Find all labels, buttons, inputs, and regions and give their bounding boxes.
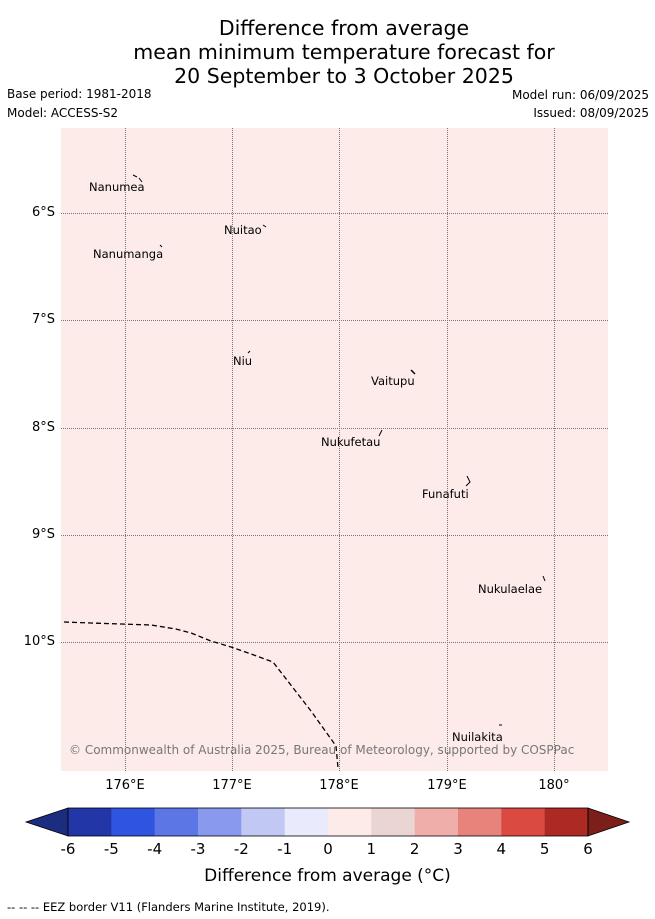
colorbar-tick-label: -3 xyxy=(190,840,206,858)
lat-label-6s: 6°S xyxy=(31,205,55,220)
lon-label-180: 180° xyxy=(538,778,570,793)
title-line-1: Difference from average xyxy=(218,16,470,40)
lat-label-9s: 9°S xyxy=(31,527,55,542)
map-area xyxy=(61,128,608,771)
gridline-8s xyxy=(61,428,608,429)
colorbar-tick-label: -1 xyxy=(277,840,293,858)
colorbar-swatch xyxy=(501,808,546,836)
island-label-vaitupu: Vaitupu xyxy=(371,374,415,388)
colorbar-title: Difference from average (°C) xyxy=(204,866,451,886)
colorbar-outline xyxy=(67,807,589,837)
island-label-nuilakita: Nuilakita xyxy=(452,730,503,744)
colorbar-tick-label: 6 xyxy=(583,840,593,858)
colorbar-swatch xyxy=(284,808,329,836)
colorbar-swatch xyxy=(328,808,372,836)
colorbar-tick-label: -4 xyxy=(147,840,163,858)
colorbar-tick-label: -6 xyxy=(60,840,76,858)
nanumea-island-shape xyxy=(132,174,143,183)
nanumanga-island-shape xyxy=(159,244,163,248)
colorbar-extend-max xyxy=(587,807,631,837)
lon-label-178e: 178°E xyxy=(319,778,359,793)
gridline-10s xyxy=(61,642,608,643)
map-overlay xyxy=(63,174,546,769)
island-label-funafuti: Funafuti xyxy=(422,487,469,501)
copyright-notice: © Commonwealth of Australia 2025, Bureau… xyxy=(69,743,575,757)
gridline-179e xyxy=(447,128,448,771)
nuitao-island-shape xyxy=(262,224,267,228)
colorbar-tick-label: -2 xyxy=(233,840,249,858)
colorbar xyxy=(24,807,631,837)
lon-label-176e: 176°E xyxy=(105,778,145,793)
title-line-2: mean minimum temperature forecast for xyxy=(133,40,555,64)
model-run: Model run: 06/09/2025 xyxy=(511,88,649,102)
lon-label-177e: 177°E xyxy=(212,778,252,793)
gridline-7s xyxy=(61,320,608,321)
title-line-3: 20 September to 3 October 2025 xyxy=(174,64,514,88)
colorbar-swatch xyxy=(414,808,459,836)
lat-label-8s: 8°S xyxy=(31,420,55,435)
colorbar-swatch xyxy=(371,808,416,836)
gridline-178e xyxy=(339,128,340,771)
gridline-176e xyxy=(125,128,126,771)
island-label-nuitao: Nuitao xyxy=(224,223,262,237)
base-period: Base period: 1981-2018 xyxy=(7,87,152,101)
colorbar-tick-label: -5 xyxy=(103,840,119,858)
island-label-nukulaelae: Nukulaelae xyxy=(478,582,543,596)
vaitupu-island-shape xyxy=(410,369,416,375)
colorbar-swatch xyxy=(544,808,589,836)
colorbar-tick-label: 1 xyxy=(366,840,377,858)
gridline-9s xyxy=(61,535,608,536)
gridline-177e xyxy=(232,128,233,771)
issued-date: Issued: 08/09/2025 xyxy=(533,106,649,120)
colorbar-tick-label: 0 xyxy=(323,840,333,858)
gridline-180 xyxy=(554,128,555,771)
colorbar-tick-label: 2 xyxy=(409,840,420,858)
colorbar-swatch xyxy=(154,808,199,836)
nukulaelae-island-shape xyxy=(542,575,546,582)
colorbar-tick-label: 4 xyxy=(496,840,507,858)
colorbar-swatch xyxy=(68,808,112,836)
colorbar-swatch xyxy=(111,808,156,836)
niu-island-shape xyxy=(247,350,251,354)
lat-label-10s: 10°S xyxy=(23,634,55,649)
gridline-6s xyxy=(61,213,608,214)
island-label-nanumea: Nanumea xyxy=(89,180,145,194)
island-label-nukufetau: Nukufetau xyxy=(321,435,381,449)
island-label-niu: Niu xyxy=(233,354,253,368)
eez-border xyxy=(63,621,339,769)
colorbar-tick-label: 3 xyxy=(453,840,463,858)
lat-label-7s: 7°S xyxy=(31,312,55,327)
nukufetau-island-shape xyxy=(378,429,383,437)
colorbar-swatch xyxy=(458,808,502,836)
island-label-nanumanga: Nanumanga xyxy=(93,247,164,261)
colorbar-swatch xyxy=(241,808,286,836)
colorbar-tick-label: 5 xyxy=(539,840,550,858)
model-name: Model: ACCESS-S2 xyxy=(7,106,119,120)
colorbar-extend-min xyxy=(24,807,69,837)
funafuti-island-shape xyxy=(465,475,471,487)
map-title: Difference from average mean minimum tem… xyxy=(0,16,655,88)
colorbar-swatch xyxy=(198,808,242,836)
eez-footnote: -- -- -- EEZ border V11 (Flanders Marine… xyxy=(7,900,330,914)
lon-label-179e: 179°E xyxy=(427,778,467,793)
